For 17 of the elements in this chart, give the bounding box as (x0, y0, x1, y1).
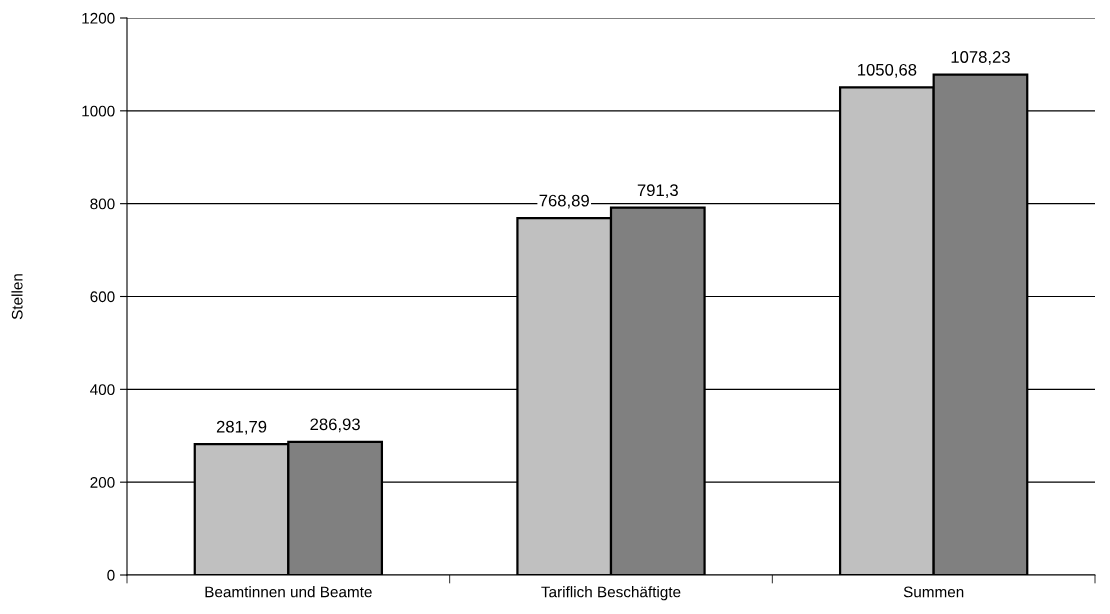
data-label: 791,3 (637, 184, 678, 199)
y-tick-label: 0 (107, 569, 115, 581)
data-label: 768,89 (539, 194, 589, 209)
x-tick-label: Summen (903, 586, 964, 598)
y-tick-label: 1000 (82, 105, 115, 117)
x-tick-label: Tariflich Beschäftigte (541, 586, 681, 601)
data-label: 281,79 (216, 420, 267, 435)
x-tick-label: Beamtinnen und Beamte (205, 586, 372, 598)
data-label: 1078,23 (951, 51, 1010, 65)
y-tick-label: 200 (90, 477, 115, 488)
y-tick-label: 800 (90, 198, 115, 210)
y-tick-label: 600 (90, 291, 115, 303)
y-axis-title: Stellen (11, 274, 23, 320)
data-label: 286,93 (310, 418, 360, 433)
data-label: 1050,68 (858, 63, 917, 78)
y-tick-label: 400 (90, 384, 115, 396)
y-tick-label: 1200 (82, 12, 115, 24)
